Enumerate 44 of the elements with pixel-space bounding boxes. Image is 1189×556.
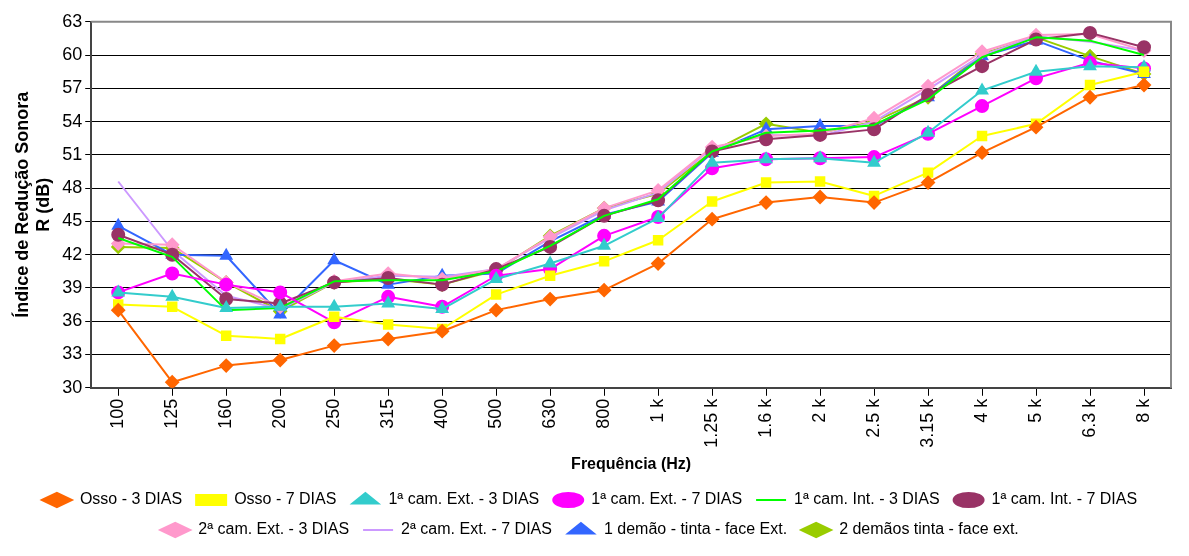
y-tick-label: 36 (62, 310, 83, 331)
x-tick-label: 160 (215, 398, 236, 429)
legend-label: 1 demão - tinta - face Ext. (603, 520, 788, 538)
x-axis-title: Frequência (Hz) (571, 454, 692, 472)
y-axis-title: Índice de Redução Sonora R (dB) (10, 90, 54, 318)
y-tick-label: 42 (62, 243, 83, 264)
x-tick-label: 1 k (647, 397, 668, 423)
y-tick-label: 48 (62, 177, 83, 198)
x-tick-label: 2 k (809, 397, 830, 423)
x-tick-label: 2.5 k (863, 397, 884, 438)
y-tick-label: 54 (62, 110, 83, 131)
x-tick-label: 125 (161, 398, 182, 429)
legend-label: 1ª cam. Int. - 7 DIAS (991, 490, 1138, 508)
y-tick-label: 45 (62, 210, 83, 231)
y-tick-label: 30 (62, 376, 83, 397)
x-tick-label: 4 k (971, 397, 992, 423)
x-tick-label: 400 (431, 398, 452, 429)
legend-label: 1ª cam. Int. - 3 DIAS (794, 490, 940, 508)
x-tick-label: 3.15 k (917, 397, 938, 448)
x-tick-label: 8 k (1132, 397, 1153, 423)
legend-label: 2ª cam. Ext. - 7 DIAS (401, 520, 552, 538)
x-tick-label: 500 (485, 398, 506, 429)
legend-label: 2 demãos tinta - face ext. (839, 520, 1019, 538)
x-tick-label: 1.25 k (701, 397, 722, 448)
y-tick-label: 33 (62, 343, 83, 364)
y-tick-label: 57 (62, 77, 83, 98)
x-tick-label: 630 (539, 398, 560, 429)
legend-label: Osso - 3 DIAS (79, 490, 183, 508)
x-tick-label: 250 (323, 398, 344, 429)
legend-label: 2ª cam. Ext. - 3 DIAS (198, 520, 350, 538)
y-tick-label: 51 (62, 143, 83, 164)
x-tick-label: 800 (593, 398, 614, 429)
y-tick-label: 63 (62, 10, 83, 31)
x-tick-label: 6.3 k (1078, 397, 1099, 438)
y-tick-label: 39 (62, 276, 83, 297)
x-tick-label: 100 (107, 398, 128, 429)
x-tick-label: 1.6 k (755, 397, 776, 438)
y-tick-label: 60 (62, 44, 83, 65)
legend-label: Osso - 7 DIAS (234, 490, 337, 508)
legend-label: 1ª cam. Ext. - 3 DIAS (388, 490, 540, 508)
legend-label: 1ª cam. Ext. - 7 DIAS (591, 490, 743, 508)
x-tick-label: 315 (377, 398, 398, 429)
x-tick-label: 200 (269, 398, 290, 429)
x-tick-label: 5 k (1025, 397, 1045, 423)
